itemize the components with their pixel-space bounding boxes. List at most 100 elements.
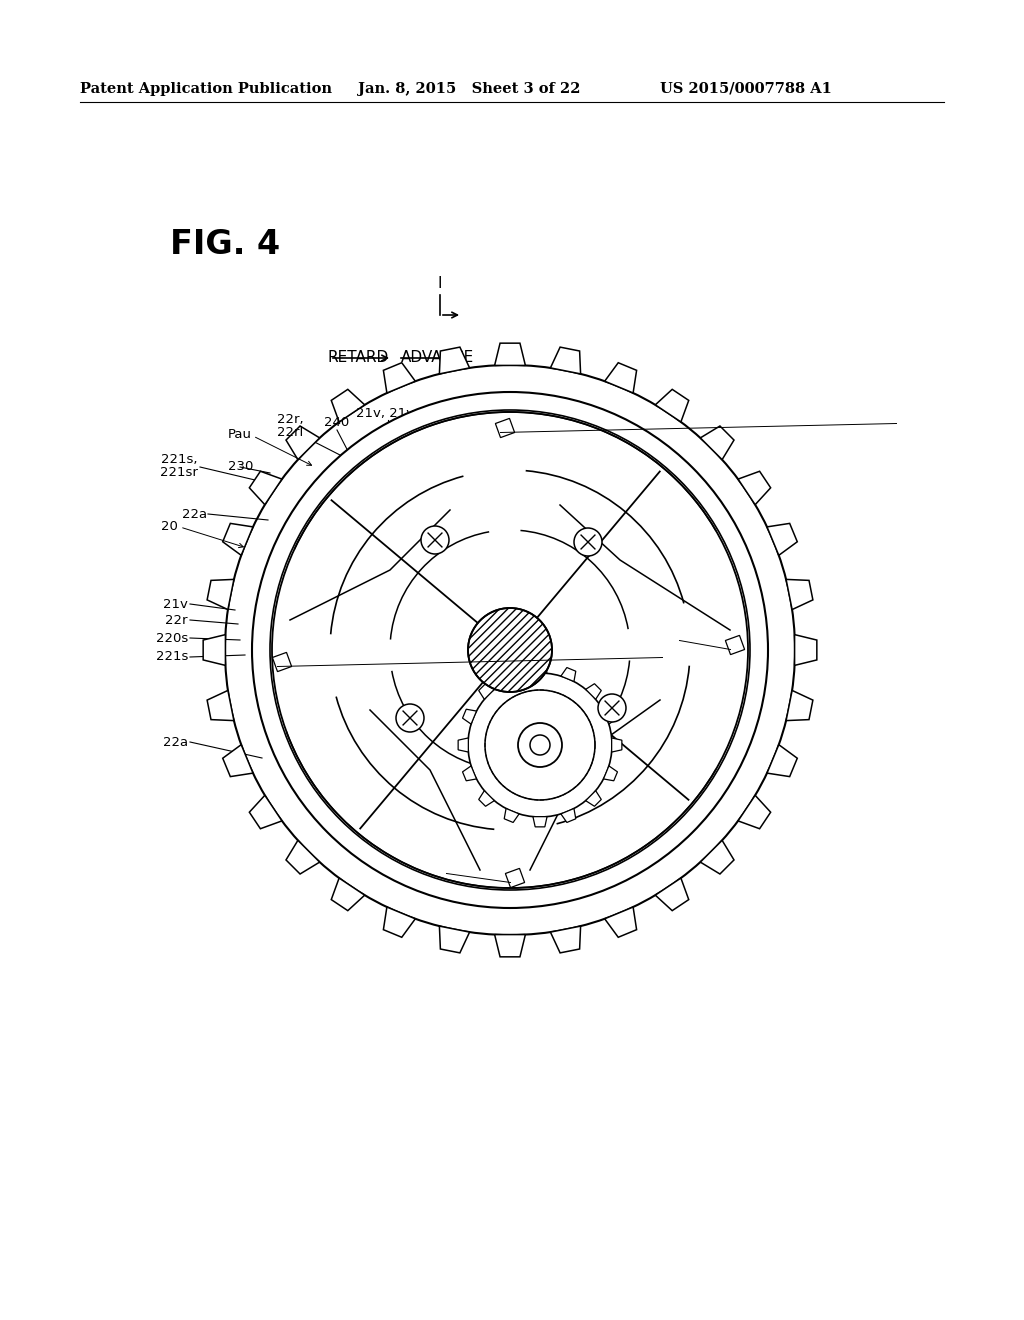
Circle shape — [574, 528, 602, 556]
Polygon shape — [439, 927, 470, 953]
Polygon shape — [767, 744, 798, 776]
Text: I: I — [437, 276, 442, 290]
Circle shape — [396, 704, 424, 733]
Polygon shape — [603, 709, 617, 725]
Polygon shape — [586, 791, 601, 807]
Circle shape — [225, 366, 795, 935]
Text: 242: 242 — [444, 411, 470, 424]
Polygon shape — [458, 738, 468, 752]
Polygon shape — [463, 766, 476, 781]
Text: ADVANCE: ADVANCE — [401, 351, 474, 366]
Polygon shape — [478, 791, 495, 807]
Circle shape — [598, 694, 626, 722]
Polygon shape — [551, 927, 581, 953]
Polygon shape — [207, 690, 233, 721]
Circle shape — [421, 525, 449, 554]
Text: US 2015/0007788 A1: US 2015/0007788 A1 — [660, 82, 831, 96]
Polygon shape — [551, 347, 581, 374]
Polygon shape — [700, 426, 734, 459]
Polygon shape — [786, 579, 813, 610]
Text: RETARD: RETARD — [328, 351, 389, 366]
Text: Patent Application Publication: Patent Application Publication — [80, 82, 332, 96]
Text: 221sr: 221sr — [160, 466, 198, 479]
Polygon shape — [383, 363, 416, 393]
Text: 221s: 221s — [522, 750, 554, 763]
Polygon shape — [655, 389, 689, 422]
Polygon shape — [504, 668, 519, 681]
Text: 24: 24 — [555, 412, 571, 425]
Circle shape — [485, 690, 595, 800]
Polygon shape — [603, 766, 617, 781]
Polygon shape — [463, 709, 476, 725]
Polygon shape — [561, 808, 575, 822]
Polygon shape — [611, 738, 622, 752]
Text: I: I — [473, 843, 477, 859]
Bar — [496, 418, 515, 438]
Polygon shape — [331, 878, 365, 911]
Text: 230: 230 — [228, 461, 253, 474]
Text: 241: 241 — [514, 425, 540, 438]
Polygon shape — [495, 343, 525, 366]
Polygon shape — [605, 363, 637, 393]
Polygon shape — [222, 744, 253, 776]
Bar — [506, 869, 524, 887]
Text: 21v, 21vs: 21v, 21vs — [355, 408, 421, 421]
Text: 221s: 221s — [156, 651, 188, 664]
Text: 20: 20 — [161, 520, 178, 533]
Polygon shape — [250, 471, 282, 504]
Polygon shape — [439, 347, 470, 374]
Polygon shape — [504, 808, 519, 822]
Text: 22r: 22r — [650, 549, 673, 561]
Text: Jan. 8, 2015   Sheet 3 of 22: Jan. 8, 2015 Sheet 3 of 22 — [358, 82, 581, 96]
Circle shape — [252, 392, 768, 908]
Polygon shape — [207, 579, 233, 610]
Polygon shape — [786, 690, 813, 721]
Text: } 22: } 22 — [668, 645, 697, 659]
Polygon shape — [586, 684, 601, 700]
Polygon shape — [222, 524, 253, 556]
Polygon shape — [738, 796, 771, 829]
Polygon shape — [495, 935, 525, 957]
Polygon shape — [478, 684, 495, 700]
Text: 231: 231 — [573, 455, 598, 469]
Text: 221: 221 — [643, 638, 669, 651]
Polygon shape — [767, 524, 798, 556]
Text: 22rl: 22rl — [276, 425, 303, 438]
Text: 22a: 22a — [603, 471, 628, 484]
Polygon shape — [331, 389, 365, 422]
Text: FIG. 4: FIG. 4 — [170, 228, 281, 261]
Polygon shape — [700, 841, 734, 874]
Polygon shape — [286, 841, 319, 874]
Circle shape — [272, 412, 748, 888]
Polygon shape — [532, 817, 547, 826]
Bar — [272, 652, 292, 672]
Text: 22r: 22r — [166, 614, 188, 627]
Text: 221s, 221sa: 221s, 221sa — [622, 491, 703, 503]
Polygon shape — [605, 907, 637, 937]
Text: 21, 21b: 21, 21b — [643, 611, 694, 624]
Text: 22a: 22a — [163, 735, 188, 748]
Text: 240: 240 — [325, 417, 349, 429]
Text: Pau: Pau — [228, 429, 252, 441]
Polygon shape — [286, 426, 319, 459]
Text: 2: 2 — [340, 800, 348, 813]
Text: 220: 220 — [643, 653, 669, 667]
Text: 21v: 21v — [163, 598, 188, 610]
Circle shape — [518, 723, 562, 767]
Circle shape — [270, 411, 750, 890]
Text: 23: 23 — [573, 441, 590, 454]
Text: 22a: 22a — [182, 507, 207, 520]
Polygon shape — [250, 796, 282, 829]
Polygon shape — [383, 907, 416, 937]
Text: 22r,: 22r, — [276, 413, 303, 426]
Circle shape — [468, 673, 612, 817]
Polygon shape — [532, 663, 547, 673]
Polygon shape — [738, 471, 771, 504]
Polygon shape — [655, 878, 689, 911]
Circle shape — [468, 609, 552, 692]
Text: 22a: 22a — [643, 673, 668, 686]
Text: 220s: 220s — [156, 631, 188, 644]
Text: 221s,: 221s, — [162, 454, 198, 466]
Text: 22r: 22r — [497, 800, 519, 813]
Polygon shape — [203, 635, 225, 665]
